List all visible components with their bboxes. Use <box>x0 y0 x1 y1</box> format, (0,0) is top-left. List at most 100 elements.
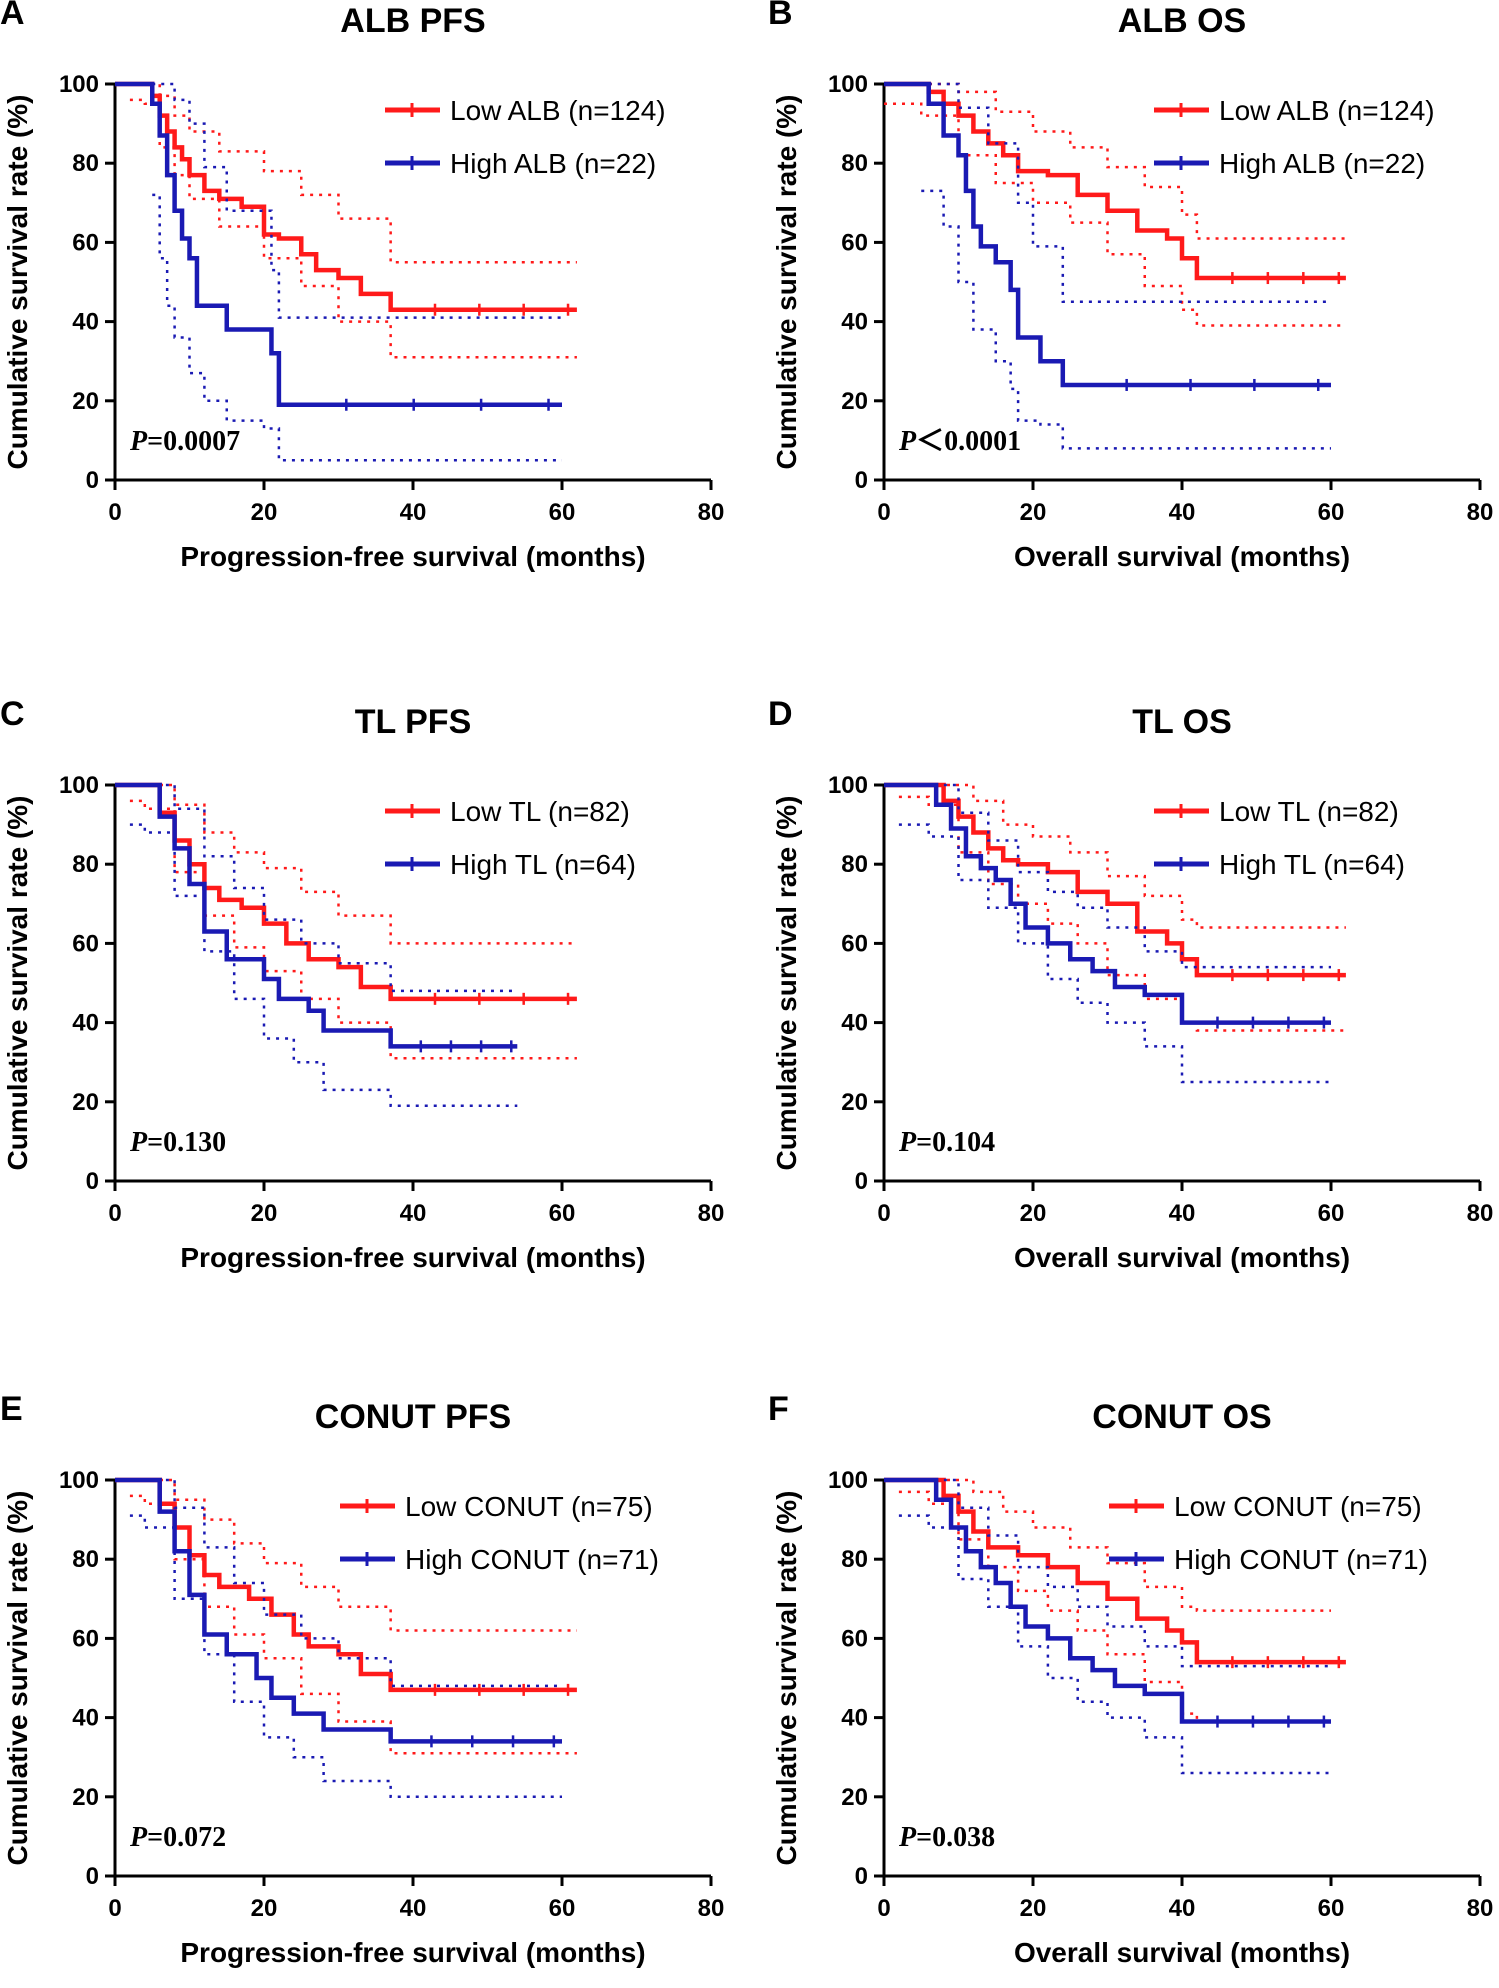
legend-label-low: Low CONUT (n=75) <box>1174 1491 1422 1522</box>
x-axis-title: Overall survival (months) <box>1014 1937 1350 1968</box>
x-tick-label: 0 <box>108 499 121 526</box>
y-tick-label: 100 <box>59 71 99 98</box>
panel-letter: D <box>768 695 793 733</box>
axis-lines <box>882 1480 1480 1878</box>
y-tick-label: 20 <box>72 1089 99 1116</box>
p-value: P=0.072 <box>129 1822 226 1853</box>
y-tick-label: 40 <box>72 1010 99 1037</box>
x-tick-label: 0 <box>108 1895 121 1922</box>
high-survival-curve <box>115 782 518 1049</box>
x-tick-label: 20 <box>1020 499 1047 526</box>
low-ci-lower-line <box>129 1494 577 1755</box>
chart-title: TL OS <box>1132 703 1232 741</box>
legend-label-low: Low ALB (n=124) <box>450 95 666 126</box>
y-tick-label: 0 <box>855 1863 868 1890</box>
high-ci-upper-line <box>152 82 562 319</box>
x-tick-label: 80 <box>1467 499 1494 526</box>
x-tick-label: 20 <box>251 499 278 526</box>
plot-area: 0 20 40 60 80 100 0 20 40 60 80 <box>59 772 724 1227</box>
p-value-text: ＜0.0001 <box>916 426 1021 457</box>
p-symbol: P <box>129 426 148 457</box>
axis-lines <box>113 1480 711 1878</box>
x-tick-label: 20 <box>1020 1895 1047 1922</box>
low-ci-lower-line <box>884 102 1346 327</box>
y-tick-label: 100 <box>59 772 99 799</box>
y-tick-label: 20 <box>841 1784 868 1811</box>
y-axis-title: Cumulative survival rate (%) <box>771 94 802 469</box>
panel-letter: A <box>0 0 25 32</box>
y-tick-label: 40 <box>72 1705 99 1732</box>
x-tick-label: 60 <box>549 1200 576 1227</box>
panel-c: C TL PFS 0 20 40 60 80 100 0 20 40 60 80 Progressi… <box>0 695 724 1273</box>
chart-title: TL PFS <box>355 703 472 741</box>
legend-label-low: Low ALB (n=124) <box>1219 95 1435 126</box>
high-survival-curve <box>115 1477 562 1744</box>
axis-lines <box>113 785 711 1183</box>
p-symbol: P <box>898 1127 917 1158</box>
legend-label-high: High TL (n=64) <box>1219 849 1405 880</box>
y-tick-label: 0 <box>855 467 868 494</box>
x-tick-label: 80 <box>1467 1200 1494 1227</box>
y-tick-label: 80 <box>72 851 99 878</box>
p-symbol: P <box>898 1822 917 1853</box>
plot-area: 0 20 40 60 80 100 0 20 40 60 80 <box>828 71 1493 526</box>
x-tick-label: 40 <box>1169 499 1196 526</box>
low-ci-upper-line <box>115 783 577 945</box>
panel-letter: F <box>768 1390 789 1428</box>
plot-area: 0 20 40 60 80 100 0 20 40 60 80 <box>828 1467 1493 1922</box>
y-tick-label: 100 <box>828 1467 868 1494</box>
x-tick-label: 40 <box>400 499 427 526</box>
y-tick-label: 0 <box>86 1168 99 1195</box>
y-tick-label: 40 <box>72 309 99 336</box>
low-ci-lower-line <box>129 98 577 359</box>
legend: Low TL (n=82) High TL (n=64) <box>1154 796 1405 880</box>
low-ci-lower-line <box>129 799 577 1060</box>
axis-lines <box>882 785 1480 1183</box>
p-value-text: =0.038 <box>916 1822 995 1853</box>
panel-d: D TL OS 0 20 40 60 80 100 0 20 40 60 80 Overall su… <box>768 695 1493 1273</box>
panel-a: A ALB PFS 0 20 40 60 80 100 0 20 40 60 80 Progress… <box>0 0 724 572</box>
y-tick-label: 80 <box>841 851 868 878</box>
p-symbol: P <box>129 1127 148 1158</box>
y-tick-label: 40 <box>841 1010 868 1037</box>
x-tick-label: 40 <box>400 1895 427 1922</box>
x-tick-label: 20 <box>251 1895 278 1922</box>
low-ci-upper-line <box>884 783 1346 929</box>
plot-area: 0 20 40 60 80 100 0 20 40 60 80 <box>59 71 724 526</box>
y-tick-label: 60 <box>72 930 99 957</box>
high-ci-lower-line <box>129 1514 562 1799</box>
x-tick-label: 20 <box>1020 1200 1047 1227</box>
y-tick-label: 20 <box>841 388 868 415</box>
x-tick-label: 60 <box>549 499 576 526</box>
legend: Low CONUT (n=75) High CONUT (n=71) <box>340 1491 659 1575</box>
low-ci-upper-line <box>115 1478 577 1632</box>
panel-e: E CONUT PFS 0 20 40 60 80 100 0 20 40 60 80 Progre… <box>0 1390 724 1968</box>
x-tick-label: 80 <box>698 1895 725 1922</box>
legend-label-high: High CONUT (n=71) <box>405 1544 659 1575</box>
x-tick-label: 0 <box>877 499 890 526</box>
p-value: P=0.038 <box>898 1822 995 1853</box>
x-tick-label: 80 <box>698 499 725 526</box>
y-tick-label: 0 <box>855 1168 868 1195</box>
x-tick-label: 60 <box>1318 499 1345 526</box>
low-ci-upper-line <box>884 1478 1331 1612</box>
y-tick-label: 80 <box>841 1546 868 1573</box>
x-tick-label: 40 <box>400 1200 427 1227</box>
p-value-text: =0.104 <box>916 1127 995 1158</box>
y-axis-title: Cumulative survival rate (%) <box>771 795 802 1170</box>
plot-area: 0 20 40 60 80 100 0 20 40 60 80 <box>828 772 1493 1227</box>
x-tick-label: 80 <box>698 1200 725 1227</box>
y-tick-label: 20 <box>72 1784 99 1811</box>
p-value-text: =0.130 <box>147 1127 226 1158</box>
legend-label-high: High CONUT (n=71) <box>1174 1544 1428 1575</box>
x-axis-title: Overall survival (months) <box>1014 1242 1350 1273</box>
high-ci-lower-line <box>129 823 518 1108</box>
chart-title: ALB OS <box>1118 2 1246 40</box>
y-tick-label: 40 <box>841 1705 868 1732</box>
y-tick-label: 100 <box>59 1467 99 1494</box>
y-tick-label: 100 <box>828 71 868 98</box>
legend-label-high: High ALB (n=22) <box>450 148 656 179</box>
legend: Low TL (n=82) High TL (n=64) <box>385 796 636 880</box>
y-axis-title: Cumulative survival rate (%) <box>2 795 33 1170</box>
